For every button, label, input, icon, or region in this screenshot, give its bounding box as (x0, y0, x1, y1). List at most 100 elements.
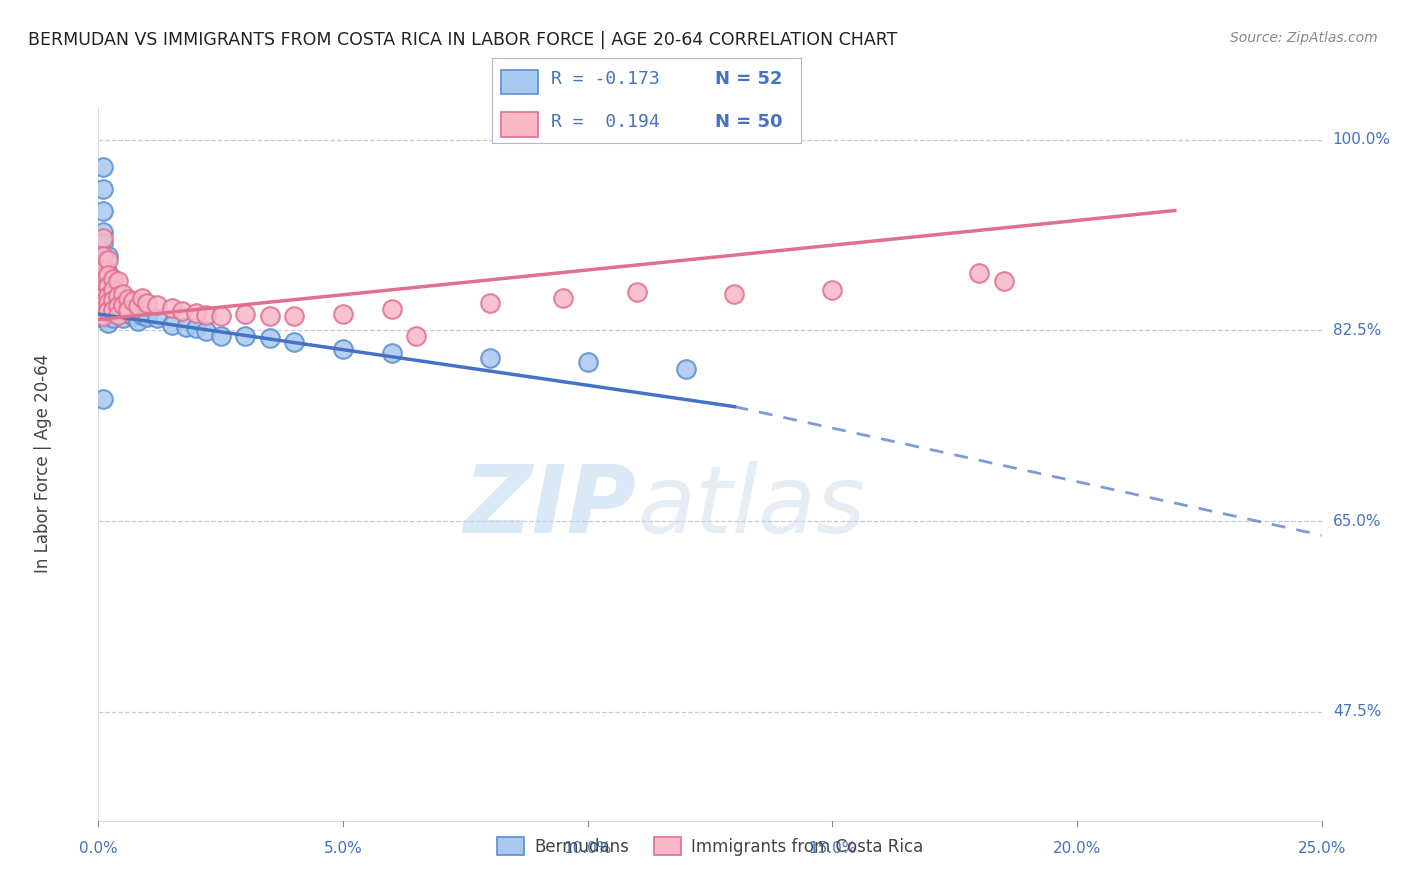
Point (117, 292, 139, 306)
Point (405, 328, 427, 343)
Point (283, 335, 305, 350)
Point (478, 351, 501, 365)
Point (107, 291, 129, 305)
Text: ZIP: ZIP (464, 460, 637, 553)
Point (160, 318, 183, 332)
Point (91, 283, 114, 297)
Point (117, 306, 139, 320)
Point (121, 293, 143, 308)
Point (186, 321, 208, 335)
Point (107, 308, 129, 322)
Text: 65.0%: 65.0% (1333, 514, 1381, 529)
Point (381, 301, 404, 316)
Point (91, 263, 114, 277)
Point (91, 293, 114, 308)
Point (209, 310, 232, 324)
Point (91, 296, 114, 310)
Text: Source: ZipAtlas.com: Source: ZipAtlas.com (1230, 31, 1378, 45)
Text: In Labor Force | Age 20-64: In Labor Force | Age 20-64 (34, 354, 52, 574)
Point (553, 291, 575, 305)
Point (111, 298, 134, 312)
Point (121, 310, 143, 324)
Text: 5.0%: 5.0% (323, 841, 363, 856)
Point (91, 288, 114, 302)
Point (131, 291, 153, 305)
Point (107, 274, 129, 288)
Point (127, 313, 149, 327)
Point (967, 266, 990, 280)
Point (381, 346, 404, 360)
Point (111, 287, 134, 301)
Point (91, 261, 114, 276)
Point (233, 328, 256, 343)
Text: N = 52: N = 52 (714, 70, 782, 88)
Point (233, 307, 256, 321)
Point (723, 287, 745, 301)
Text: 20.0%: 20.0% (1053, 841, 1101, 856)
Point (111, 300, 134, 314)
Text: 0.0%: 0.0% (79, 841, 118, 856)
Point (146, 298, 169, 312)
Text: 10.0%: 10.0% (564, 841, 612, 856)
Point (136, 310, 159, 325)
Point (97, 278, 120, 293)
Text: R = -0.173: R = -0.173 (551, 70, 659, 88)
Point (170, 303, 193, 318)
Point (91, 300, 114, 314)
Point (111, 311, 134, 326)
Point (97, 287, 120, 301)
Point (97, 296, 120, 310)
Point (97, 268, 120, 282)
Point (91, 308, 114, 322)
Text: N = 50: N = 50 (714, 112, 782, 130)
Text: R =  0.194: R = 0.194 (551, 112, 659, 130)
Point (91, 310, 114, 324)
Legend: Bermudans, Immigrants from Costa Rica: Bermudans, Immigrants from Costa Rica (491, 830, 929, 863)
Point (97, 296, 120, 310)
Point (101, 303, 124, 318)
Point (117, 302, 139, 317)
Point (91, 160, 114, 174)
Point (107, 300, 129, 314)
Point (91, 203, 114, 218)
Point (91, 231, 114, 245)
Point (107, 305, 129, 319)
Text: 25.0%: 25.0% (1298, 841, 1346, 856)
Point (91, 249, 114, 263)
Point (91, 277, 114, 291)
FancyBboxPatch shape (502, 112, 538, 136)
Point (91, 282, 114, 296)
Point (97, 316, 120, 330)
Point (146, 311, 169, 326)
Point (97, 303, 120, 318)
Point (821, 283, 844, 297)
Point (259, 310, 281, 324)
Point (91, 303, 114, 318)
Text: 82.5%: 82.5% (1333, 323, 1381, 338)
Point (91, 290, 114, 304)
Text: 47.5%: 47.5% (1333, 704, 1381, 719)
Point (626, 285, 648, 300)
Point (195, 325, 218, 339)
Point (101, 311, 124, 326)
Point (97, 277, 120, 291)
Point (478, 296, 501, 310)
Text: atlas: atlas (637, 461, 865, 552)
Point (101, 283, 124, 297)
Text: BERMUDAN VS IMMIGRANTS FROM COSTA RICA IN LABOR FORCE | AGE 20-64 CORRELATION CH: BERMUDAN VS IMMIGRANTS FROM COSTA RICA I… (28, 31, 897, 49)
Point (332, 307, 354, 321)
Point (576, 355, 599, 369)
Point (186, 306, 208, 320)
Point (259, 331, 281, 345)
Point (97, 303, 120, 318)
Point (91, 274, 114, 288)
Point (101, 272, 124, 286)
Point (97, 249, 120, 263)
Point (107, 288, 129, 302)
Point (195, 308, 218, 322)
Point (101, 272, 124, 286)
Point (97, 310, 120, 325)
Point (127, 300, 149, 314)
Point (176, 320, 198, 334)
Point (91, 302, 114, 317)
